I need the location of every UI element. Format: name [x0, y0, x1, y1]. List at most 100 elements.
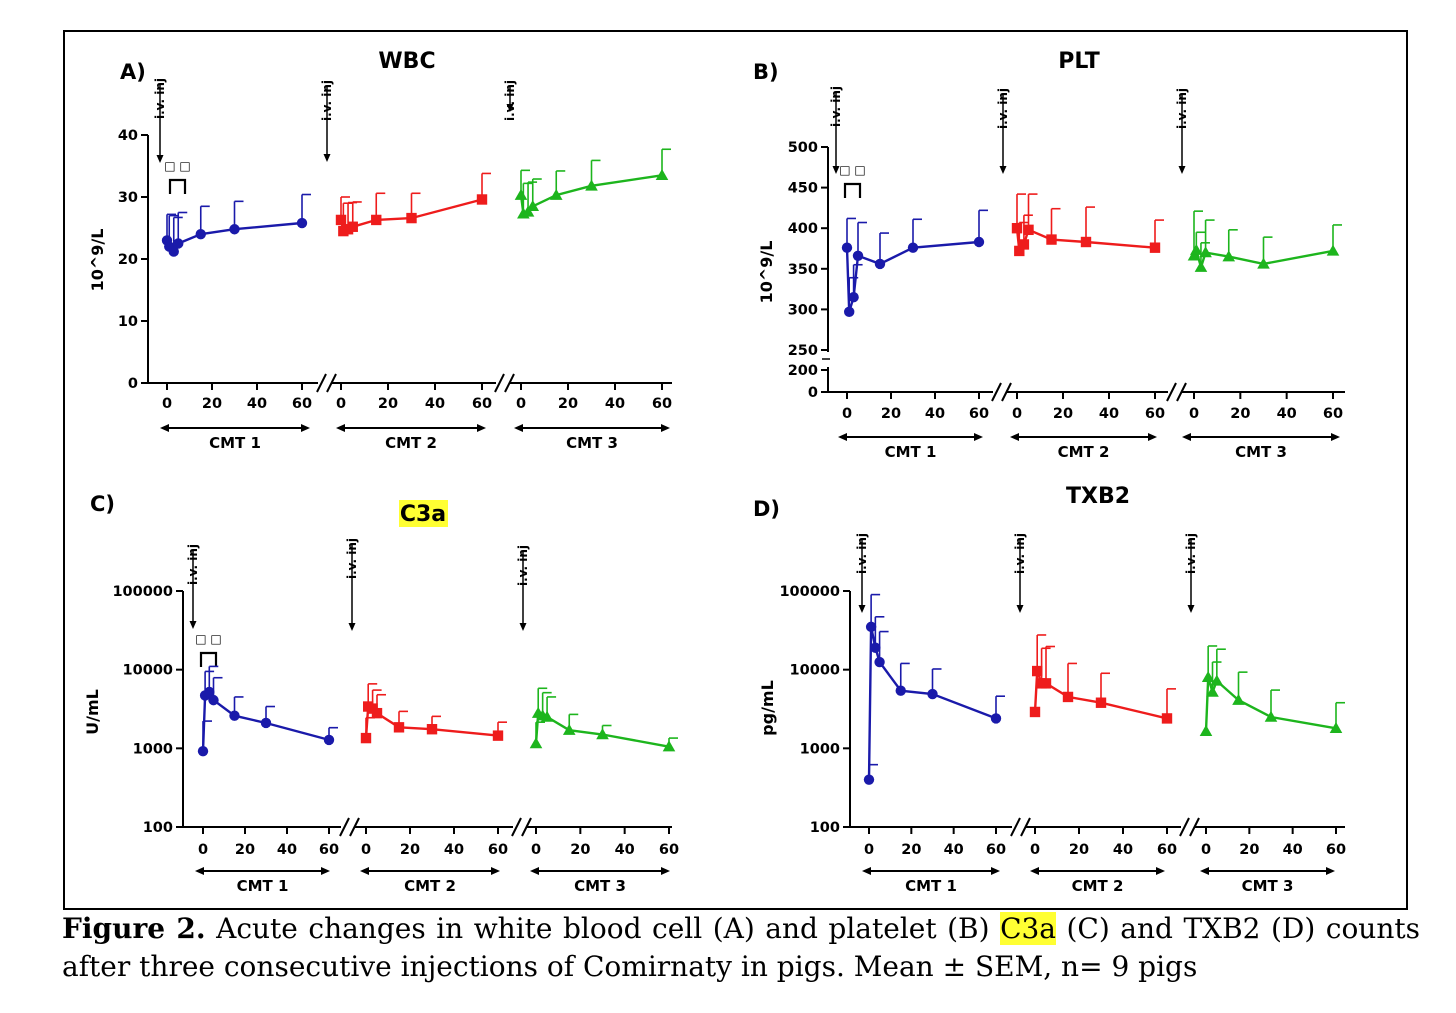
x-tick-label: 40	[277, 842, 297, 858]
x-tick-label: 40	[615, 842, 635, 858]
figure-2: A) WBC B) PLT C) C3a D) TXB2 01020304010…	[63, 30, 1408, 910]
data-point	[562, 723, 576, 735]
data-point	[990, 713, 1002, 724]
x-tick-label: 60	[1145, 406, 1165, 422]
data-point	[927, 688, 938, 700]
data-point	[848, 292, 859, 303]
x-tick-label: 40	[944, 842, 964, 858]
segment-arrowhead-left	[1030, 867, 1039, 875]
data-point	[1095, 697, 1107, 708]
x-axis-break-mark	[349, 817, 360, 837]
segment-arrowhead-right	[661, 867, 670, 875]
x-tick-label: 60	[1157, 842, 1177, 858]
series-cmt-2	[360, 683, 507, 744]
data-point	[335, 214, 347, 226]
x-axis-break-mark	[521, 817, 532, 837]
segment-arrowhead-left	[160, 424, 169, 432]
x-tick-label: 20	[378, 396, 398, 412]
data-point	[1232, 693, 1245, 705]
injection-arrowhead	[189, 621, 197, 629]
panel-a-title: WBC	[378, 49, 435, 74]
x-axis-break-mark	[316, 373, 327, 393]
x-tick-label: 60	[1323, 406, 1343, 422]
data-point	[371, 707, 383, 719]
segment-arrowhead-left	[336, 424, 345, 432]
x-tick-label: 0	[1012, 406, 1022, 422]
y-tick-label: 10	[118, 314, 138, 330]
y-tick-label: 0	[808, 385, 818, 401]
segment-label: CMT 3	[566, 434, 618, 452]
segment-label: CMT 1	[905, 877, 957, 895]
x-tick-label: 20	[901, 842, 921, 858]
series-cmt-3	[1187, 210, 1342, 272]
injection-arrowhead	[1178, 166, 1186, 174]
data-point	[195, 229, 206, 240]
data-point	[549, 188, 563, 200]
x-axis-break-mark	[326, 373, 337, 393]
y-tick-label: 350	[788, 262, 818, 278]
x-tick-label: 20	[400, 842, 420, 858]
caption-text-after: (C) and TXB2 (D) counts after three cons…	[62, 912, 1420, 983]
x-tick-label: 20	[1239, 842, 1259, 858]
y-tick-label: 1000	[800, 741, 840, 757]
series-cmt-3	[1199, 645, 1345, 736]
x-axis-break-mark	[1020, 817, 1031, 837]
data-point	[406, 212, 417, 224]
x-tick-label: 20	[1069, 842, 1089, 858]
x-tick-label: 60	[652, 396, 672, 412]
data-point	[1264, 710, 1278, 722]
segment-label: CMT 1	[885, 443, 937, 461]
x-tick-label: 40	[1277, 406, 1297, 422]
y-axis-label: 10^9/L	[757, 241, 776, 304]
data-point	[393, 722, 405, 733]
y-axis-label: U/mL	[83, 689, 102, 735]
segment-arrowhead-right	[1156, 867, 1165, 875]
x-tick-label: 20	[570, 842, 590, 858]
data-point	[1326, 244, 1340, 256]
data-point	[347, 221, 358, 232]
data-point	[865, 621, 877, 633]
x-tick-label: 60	[292, 396, 312, 412]
figure-frame	[63, 30, 1408, 910]
y-axis-label: pg/mL	[758, 680, 777, 736]
panel-a-axes: 0 10 20 30 40 10^9/L 0 20 40 60 0 20 40 60 0 20 40 60 CMT …	[88, 78, 672, 452]
data-point	[863, 774, 875, 785]
data-point	[1210, 674, 1224, 686]
data-point	[1194, 260, 1208, 272]
data-point	[197, 745, 209, 757]
y-tick-label: 300	[788, 302, 818, 318]
data-point	[1040, 678, 1052, 689]
data-point	[973, 236, 985, 248]
x-tick-label: 0	[361, 842, 371, 858]
x-tick-label: 20	[558, 396, 578, 412]
y-tick-label: 250	[788, 343, 818, 359]
panel-d-axes: 100 1000 10000 100000 pg/mL 0 20 40 60 0 20 40 60 0 20…	[758, 533, 1346, 895]
data-point	[1014, 245, 1025, 257]
injection-arrowhead	[1016, 605, 1024, 613]
data-point	[296, 217, 308, 229]
injection-arrowhead	[519, 623, 527, 631]
data-point	[540, 710, 554, 722]
x-tick-label: 40	[425, 396, 445, 412]
data-point	[521, 205, 535, 217]
data-point	[1018, 239, 1030, 250]
x-tick-label: 60	[969, 406, 989, 422]
data-point	[1046, 234, 1057, 245]
x-tick-label: 0	[1030, 842, 1040, 858]
data-point	[895, 685, 906, 696]
segment-label: CMT 3	[574, 877, 626, 895]
x-axis-break-mark	[1179, 817, 1190, 837]
data-point	[1032, 665, 1043, 677]
injection-arrowhead	[1187, 605, 1195, 613]
panel-b-label: B)	[753, 60, 779, 84]
panel-a: 0 10 20 30 40 10^9/L 0 20 40 60 0 20 40 60 0 20 40 60 CMT …	[88, 78, 672, 452]
x-axis-break-mark	[1176, 382, 1187, 402]
significance-bracket	[168, 178, 187, 194]
x-axis-break-mark	[511, 817, 522, 837]
data-point	[1029, 706, 1041, 718]
segment-arrowhead-left	[530, 867, 539, 875]
data-point	[1062, 691, 1074, 703]
data-point	[1199, 724, 1213, 736]
